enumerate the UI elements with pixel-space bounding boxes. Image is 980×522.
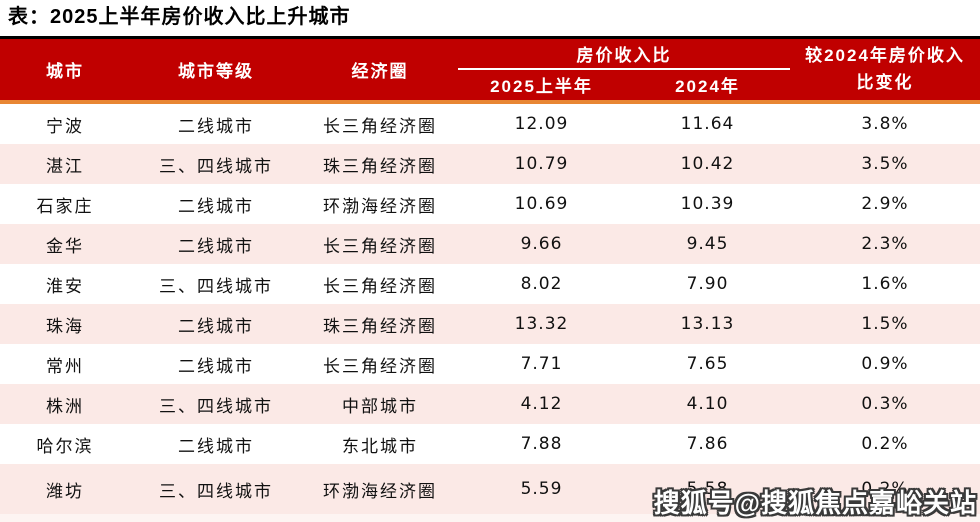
bottom-strip	[0, 514, 980, 522]
cell-y2024: 9.45	[686, 234, 729, 254]
cell-tier: 二线城市	[178, 116, 254, 136]
cell-change: 3.8%	[861, 114, 909, 134]
table-header: 城市 城市等级 经济圈 房价收入比 2025上半年 2024年 较2024年房价…	[0, 39, 980, 100]
cell-tier: 二线城市	[178, 356, 254, 376]
cell-circle: 长三角经济圈	[323, 356, 437, 376]
watermark: 搜狐号@搜狐焦点嘉峪关站	[653, 488, 977, 518]
cell-h1_2025: 10.69	[514, 194, 569, 214]
cell-city: 淮安	[46, 276, 84, 296]
cell-y2024: 7.65	[686, 354, 729, 374]
housing-table: 城市 城市等级 经济圈 房价收入比 2025上半年 2024年 较2024年房价…	[0, 36, 980, 522]
group-sub-headers: 2025上半年 2024年	[458, 70, 790, 100]
cell-h1_2025: 5.59	[520, 479, 563, 499]
cell-y2024: 4.10	[686, 394, 729, 414]
header-accent-line	[0, 100, 980, 104]
cell-circle: 长三角经济圈	[323, 236, 437, 256]
cell-circle: 珠三角经济圈	[323, 316, 437, 336]
col-header-2025h1: 2025上半年	[490, 76, 593, 96]
table-row: 湛江 三、四线城市 珠三角经济圈 10.79 10.42 3.5%	[0, 144, 980, 184]
col-header-city: 城市	[46, 62, 84, 81]
cell-change: 2.9%	[861, 194, 909, 214]
cell-y2024: 7.86	[686, 434, 729, 454]
table-row: 潍坊 三、四线城市 环渤海经济圈 5.59 5.58 0.2%	[0, 464, 980, 514]
cell-tier: 三、四线城市	[159, 156, 273, 176]
cell-circle: 环渤海经济圈	[323, 196, 437, 216]
cell-y2024: 11.64	[680, 114, 735, 134]
group-header-label: 房价收入比	[576, 45, 672, 65]
cell-city: 常州	[46, 356, 84, 376]
cell-circle: 环渤海经济圈	[323, 481, 437, 501]
cell-change: 0.2%	[861, 434, 909, 454]
cell-circle: 长三角经济圈	[323, 276, 437, 296]
cell-change: 0.3%	[861, 394, 909, 414]
cell-change: 0.2%	[861, 479, 909, 499]
table-row: 珠海 二线城市 珠三角经济圈 13.32 13.13 1.5%	[0, 304, 980, 344]
cell-circle: 长三角经济圈	[323, 116, 437, 136]
cell-tier: 二线城市	[178, 316, 254, 336]
cell-tier: 二线城市	[178, 196, 254, 216]
cell-tier: 三、四线城市	[159, 396, 273, 416]
cell-city: 金华	[46, 236, 84, 256]
cell-h1_2025: 10.79	[514, 154, 569, 174]
cell-change: 1.6%	[861, 274, 909, 294]
cell-h1_2025: 9.66	[520, 234, 563, 254]
cell-city: 潍坊	[46, 481, 84, 501]
cell-h1_2025: 13.32	[514, 314, 569, 334]
group-underline	[458, 67, 790, 70]
cell-city: 石家庄	[36, 196, 94, 216]
cell-city: 湛江	[46, 156, 84, 176]
cell-y2024: 7.90	[686, 274, 729, 294]
cell-y2024: 10.39	[680, 194, 735, 214]
page-title: 表：2025上半年房价收入比上升城市	[8, 6, 351, 28]
cell-h1_2025: 12.09	[514, 114, 569, 134]
cell-h1_2025: 7.88	[520, 434, 563, 454]
cell-change: 3.5%	[861, 154, 909, 174]
cell-tier: 三、四线城市	[159, 481, 273, 501]
table-body: 宁波 二线城市 长三角经济圈 12.09 11.64 3.8% 湛江 三、四线城市 珠三角经济圈…	[0, 104, 980, 514]
cell-h1_2025: 8.02	[520, 274, 563, 294]
cell-change: 0.9%	[861, 354, 909, 374]
cell-circle: 东北城市	[342, 436, 418, 456]
cell-y2024: 13.13	[680, 314, 735, 334]
cell-tier: 二线城市	[178, 436, 254, 456]
col-header-2024: 2024年	[675, 76, 740, 96]
header-top-border	[0, 36, 980, 39]
cell-change: 2.3%	[861, 234, 909, 254]
cell-change: 1.5%	[861, 314, 909, 334]
cell-tier: 三、四线城市	[159, 276, 273, 296]
cell-y2024: 10.42	[680, 154, 735, 174]
cell-city: 株洲	[46, 396, 84, 416]
col-header-change: 较2024年房价收入比变化	[805, 46, 965, 92]
table-row: 宁波 二线城市 长三角经济圈 12.09 11.64 3.8%	[0, 104, 980, 144]
table-row: 石家庄 二线城市 环渤海经济圈 10.69 10.39 2.9%	[0, 184, 980, 224]
cell-city: 哈尔滨	[36, 436, 94, 456]
col-group-ratio: 房价收入比 2025上半年 2024年	[458, 39, 790, 100]
col-header-tier: 城市等级	[178, 62, 254, 81]
cell-city: 珠海	[46, 316, 84, 336]
table-row: 哈尔滨 二线城市 东北城市 7.88 7.86 0.2%	[0, 424, 980, 464]
cell-city: 宁波	[46, 116, 84, 136]
cell-h1_2025: 4.12	[520, 394, 563, 414]
table-row: 金华 二线城市 长三角经济圈 9.66 9.45 2.3%	[0, 224, 980, 264]
cell-circle: 珠三角经济圈	[323, 156, 437, 176]
col-header-circle: 经济圈	[351, 62, 409, 81]
cell-circle: 中部城市	[342, 396, 418, 416]
table-row: 株洲 三、四线城市 中部城市 4.12 4.10 0.3%	[0, 384, 980, 424]
table-row: 常州 二线城市 长三角经济圈 7.71 7.65 0.9%	[0, 344, 980, 384]
table-row: 淮安 三、四线城市 长三角经济圈 8.02 7.90 1.6%	[0, 264, 980, 304]
cell-y2024: 5.58	[686, 479, 729, 499]
cell-tier: 二线城市	[178, 236, 254, 256]
cell-h1_2025: 7.71	[520, 354, 563, 374]
